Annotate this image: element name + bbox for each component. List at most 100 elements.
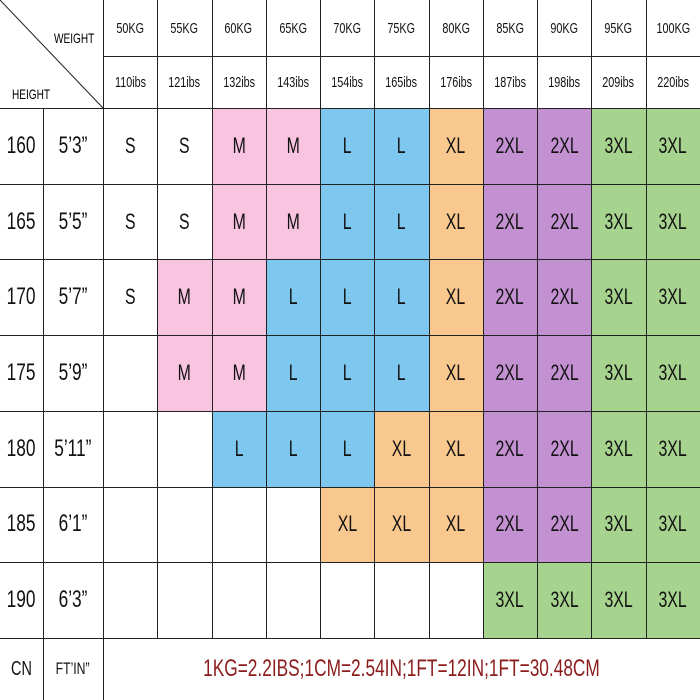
lbs-header-text: 198ibs (548, 73, 581, 91)
size-cell: S (103, 108, 159, 185)
size-cell: L (320, 183, 376, 261)
size-cell: S (103, 259, 159, 337)
size-cell: L (320, 108, 376, 185)
size-cell (374, 562, 430, 639)
size-cell (157, 410, 213, 488)
height-ft: 5’11” (43, 410, 104, 488)
size-cell: 2XL (537, 486, 593, 564)
lbs-header: 209ibs (591, 56, 647, 109)
height-ft: 5’3” (43, 108, 104, 185)
size-cell-text: 3XL (604, 435, 633, 461)
size-cell-text: XL (446, 132, 466, 158)
size-cell: 2XL (482, 108, 539, 185)
height-ft: 5’5” (43, 183, 104, 261)
size-cell: 2XL (537, 410, 593, 488)
size-cell: 2XL (482, 259, 539, 337)
lbs-header-text: 187ibs (494, 73, 526, 91)
lbs-header: 143ibs (265, 56, 322, 109)
size-cell: XL (428, 183, 484, 261)
height-cm-text: 180 (7, 434, 36, 462)
size-cell: XL (374, 410, 430, 488)
weight-label: WEIGHT (54, 30, 110, 46)
height-cm-text: 185 (7, 510, 36, 538)
size-cell (103, 335, 159, 412)
size-cell-text: 3XL (604, 587, 633, 613)
height-ft-text: 6’1” (58, 510, 88, 538)
size-cell-text: 2XL (495, 208, 525, 234)
size-cell-text: 2XL (550, 359, 579, 385)
size-cell-text: 2XL (550, 132, 579, 158)
size-cell: XL (428, 108, 484, 185)
size-cell-text: 3XL (658, 132, 687, 158)
size-cell (157, 562, 213, 639)
size-cell-text: 2XL (550, 435, 579, 461)
size-cell-text: S (124, 132, 136, 158)
size-cell-text: L (342, 132, 352, 158)
kg-header: 80KG (428, 0, 484, 57)
size-cell-text: L (397, 284, 406, 310)
corner-diagonal (0, 0, 104, 109)
height-cm: 190 (0, 562, 44, 639)
lbs-header-text: 209ibs (602, 73, 635, 91)
size-cell-text: 2XL (495, 435, 525, 461)
size-cell-text: 3XL (604, 511, 633, 537)
size-cell-text: 2XL (550, 284, 579, 310)
height-ft: 6’3” (43, 562, 104, 639)
size-cell: XL (428, 259, 484, 337)
size-cell: L (374, 259, 430, 337)
corner-cell (0, 0, 104, 109)
size-cell-text: 3XL (658, 208, 687, 234)
height-cm: 180 (0, 410, 44, 488)
size-cell: M (211, 259, 267, 337)
size-cell (320, 562, 376, 639)
kg-header-text: 75KG (387, 19, 416, 37)
kg-header: 70KG (320, 0, 376, 57)
size-cell (103, 562, 159, 639)
size-cell: L (265, 410, 322, 488)
size-cell: L (320, 259, 376, 337)
size-cell (211, 486, 267, 564)
size-cell (157, 486, 213, 564)
height-cm-text: 160 (7, 131, 36, 159)
size-cell-text: S (179, 132, 190, 158)
size-cell-text: 3XL (658, 435, 687, 461)
size-cell: S (157, 108, 213, 185)
kg-header: 55KG (157, 0, 213, 57)
lbs-header: 132ibs (211, 56, 267, 109)
kg-header-text: 55KG (170, 19, 199, 37)
size-cell-text: L (234, 435, 244, 461)
height-label: HEIGHT (12, 86, 65, 102)
size-cell (103, 486, 159, 564)
height-ft: 5’9” (43, 335, 104, 412)
weight-text: WEIGHT (54, 30, 95, 46)
size-cell: L (265, 259, 322, 337)
height-cm-text: 190 (7, 586, 36, 614)
size-cell (265, 486, 322, 564)
kg-header: 100KG (645, 0, 700, 57)
lbs-header: 110ibs (103, 56, 159, 109)
size-cell-text: L (342, 359, 352, 385)
size-cell: 3XL (645, 108, 700, 185)
size-cell: 3XL (645, 335, 700, 412)
size-cell-text: 3XL (604, 359, 633, 385)
size-cell: 3XL (645, 562, 700, 639)
height-cm-text: 170 (7, 283, 36, 311)
kg-header: 90KG (537, 0, 593, 57)
height-cm: 185 (0, 486, 44, 564)
height-ft-text: 5’3” (58, 131, 88, 159)
footer-cn-text: CN (11, 657, 32, 680)
size-cell-text: XL (446, 208, 466, 234)
size-cell-text: XL (446, 284, 466, 310)
size-cell-text: M (232, 132, 246, 158)
kg-header: 75KG (374, 0, 430, 57)
size-cell: M (157, 335, 213, 412)
size-cell: 3XL (591, 486, 647, 564)
size-cell-text: 2XL (550, 511, 579, 537)
height-text: HEIGHT (12, 86, 51, 102)
size-cell: 3XL (591, 410, 647, 488)
size-cell-text: 3XL (658, 359, 687, 385)
height-ft-text: 6’3” (58, 586, 88, 614)
size-cell: 3XL (482, 562, 539, 639)
size-cell-text: L (397, 132, 406, 158)
